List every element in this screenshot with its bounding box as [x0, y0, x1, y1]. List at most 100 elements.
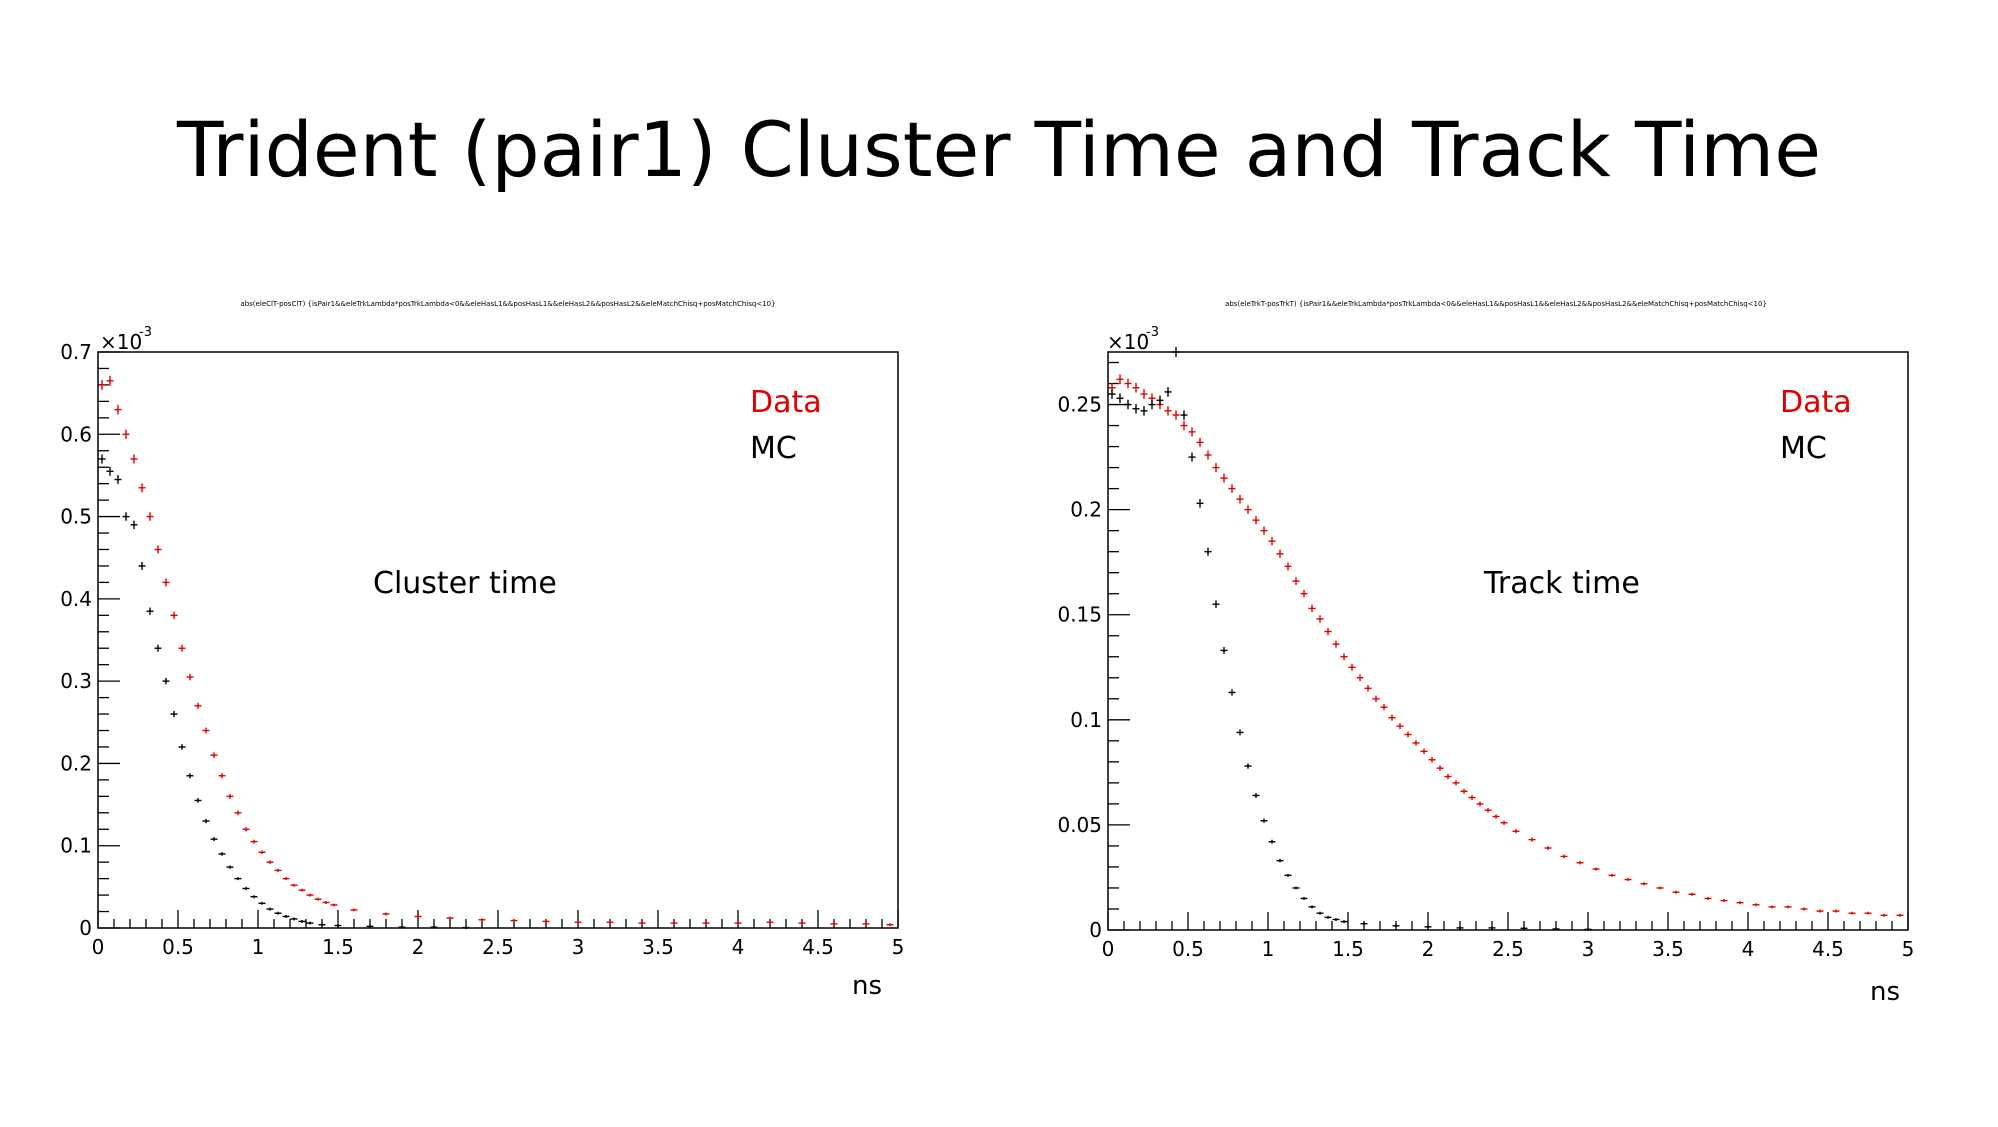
data-point [862, 922, 870, 926]
data-point [1592, 867, 1600, 871]
data-point [1404, 731, 1412, 738]
mc-point [170, 711, 178, 718]
data-point [1252, 515, 1260, 525]
x-tick-label: 1.5 [322, 935, 354, 959]
data-point [1412, 740, 1420, 746]
data-point [234, 810, 242, 816]
data-point [1452, 780, 1460, 786]
y-tick-label: 0 [79, 916, 92, 940]
mc-point [146, 607, 154, 615]
data-point [478, 918, 486, 922]
data-point [798, 921, 806, 925]
legend-data: Data [1780, 385, 1852, 420]
x-tick-label: 0 [92, 935, 105, 959]
data-point [1396, 723, 1404, 730]
y-exponent-label: ×10 [100, 330, 142, 354]
x-tick-label: 1 [1262, 937, 1275, 961]
data-point [1784, 905, 1792, 909]
mc-point [1156, 395, 1164, 406]
mc-point [1220, 646, 1228, 654]
data-point [1624, 878, 1632, 882]
mc-point [462, 926, 470, 930]
legend-data: Data [750, 385, 822, 420]
data-point [1132, 382, 1140, 393]
mc-point [226, 865, 234, 869]
mc-point [334, 924, 342, 928]
mc-point [234, 877, 242, 881]
data-point [1364, 685, 1372, 692]
mc-point [258, 901, 266, 905]
legend-mc: MC [750, 431, 797, 466]
data-point [1848, 911, 1856, 915]
data-point [1608, 873, 1616, 877]
y-tick-label: 0.15 [1057, 603, 1102, 627]
data-point [1768, 905, 1776, 909]
data-point [1656, 886, 1664, 890]
data-point [162, 578, 170, 587]
data-point [314, 897, 322, 901]
data-point [1388, 714, 1396, 721]
data-point [202, 727, 210, 734]
y-exponent-label: ×10 [1107, 330, 1149, 354]
data-point [886, 923, 894, 927]
data-point [122, 429, 130, 439]
plot-title: abs(eleClT-posClT) {isPair1&&eleTrkLambd… [240, 300, 775, 308]
data-point [574, 920, 582, 924]
data-point [106, 375, 114, 386]
data-point [1484, 807, 1492, 813]
x-tick-label: 0 [1102, 937, 1115, 961]
x-tick-label: 3.5 [642, 935, 674, 959]
x-axis-label: ns [852, 971, 882, 1001]
data-point [298, 888, 306, 892]
x-tick-label: 2.5 [482, 935, 514, 959]
y-tick-label: 0 [1089, 918, 1102, 942]
data-point [1292, 577, 1300, 585]
data-point [1380, 704, 1388, 711]
x-tick-label: 2 [1422, 937, 1435, 961]
data-point [154, 545, 162, 554]
data-point [130, 454, 138, 464]
mc-point [1124, 399, 1132, 410]
mc-point [1324, 915, 1332, 919]
data-point [1704, 896, 1712, 900]
data-point [1204, 450, 1212, 460]
data-point [1196, 437, 1204, 447]
mc-point [106, 466, 114, 476]
mc-point [318, 923, 326, 927]
x-tick-label: 2.5 [1492, 937, 1524, 961]
data-point [542, 919, 550, 923]
mc-point [282, 914, 290, 918]
mc-point [138, 561, 146, 570]
mc-point [1180, 410, 1188, 420]
data-point [1576, 861, 1584, 865]
x-axis-label: ns [1870, 977, 1900, 1007]
data-point [226, 793, 234, 799]
data-point [250, 839, 258, 844]
mc-point [250, 895, 258, 899]
data-point [274, 868, 282, 872]
x-tick-label: 0.5 [162, 935, 194, 959]
data-point [1460, 788, 1468, 794]
data-point [1140, 389, 1148, 399]
data-point [1476, 801, 1484, 807]
mc-point [1268, 839, 1276, 844]
mc-point [130, 520, 138, 529]
y-tick-label: 0.25 [1057, 393, 1102, 417]
data-point [1324, 627, 1332, 636]
x-tick-label: 4.5 [1812, 937, 1844, 961]
mc-point [122, 512, 130, 521]
data-point [670, 921, 678, 925]
data-point [282, 877, 290, 881]
mc-point [1228, 689, 1236, 696]
y-tick-label: 0.2 [1070, 498, 1102, 522]
mc-point [1116, 393, 1124, 404]
mc-point [98, 454, 106, 464]
mc-point [1292, 886, 1300, 890]
track-time-plot: abs(eleTrkT-posTrkT) {isPair1&&eleTrkLam… [1057, 300, 1914, 1007]
data-point [1560, 854, 1568, 859]
data-point [446, 916, 454, 920]
data-point [1220, 473, 1228, 483]
mc-point [162, 677, 170, 685]
data-point [1544, 846, 1552, 850]
data-point [1528, 837, 1536, 842]
